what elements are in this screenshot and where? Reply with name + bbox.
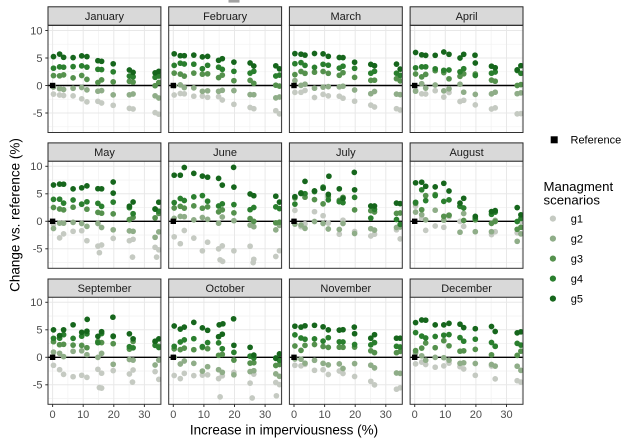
svg-text:scenarios: scenarios (544, 192, 601, 207)
svg-text:-5: -5 (33, 108, 43, 120)
svg-text:10: 10 (77, 409, 89, 421)
svg-text:April: April (456, 11, 478, 23)
svg-text:g1: g1 (571, 214, 583, 226)
svg-text:Reference: Reference (571, 135, 622, 147)
svg-text:5: 5 (36, 325, 42, 337)
svg-text:September: September (78, 283, 132, 295)
svg-text:November: November (320, 283, 371, 295)
svg-text:10: 10 (30, 297, 42, 309)
svg-text:30: 30 (500, 409, 512, 421)
svg-text:20: 20 (228, 409, 240, 421)
svg-text:August: August (449, 147, 483, 159)
svg-text:30: 30 (138, 409, 150, 421)
svg-text:-5: -5 (33, 244, 43, 256)
svg-text:10: 10 (318, 409, 330, 421)
svg-text:5: 5 (36, 53, 42, 65)
svg-text:June: June (213, 147, 237, 159)
svg-text:30: 30 (259, 409, 271, 421)
svg-text:10: 10 (198, 409, 210, 421)
svg-text:Increase in imperviousness (%): Increase in imperviousness (%) (190, 423, 378, 438)
svg-text:0: 0 (50, 409, 56, 421)
svg-text:0: 0 (170, 409, 176, 421)
svg-text:5: 5 (36, 189, 42, 201)
svg-text:0: 0 (36, 216, 42, 228)
svg-text:20: 20 (470, 409, 482, 421)
svg-text:Change vs. reference (%): Change vs. reference (%) (8, 138, 23, 292)
svg-text:May: May (94, 147, 115, 159)
svg-text:30: 30 (380, 409, 392, 421)
svg-text:February: February (203, 11, 248, 23)
svg-text:10: 10 (30, 25, 42, 37)
svg-text:October: October (206, 283, 245, 295)
svg-text:g5: g5 (571, 294, 583, 306)
svg-text:0: 0 (412, 409, 418, 421)
svg-text:0: 0 (291, 409, 297, 421)
svg-text:0: 0 (36, 352, 42, 364)
svg-text:20: 20 (108, 409, 120, 421)
svg-text:0: 0 (36, 80, 42, 92)
svg-text:g3: g3 (571, 254, 583, 266)
svg-text:December: December (441, 283, 492, 295)
svg-text:January: January (85, 11, 125, 23)
svg-text:10: 10 (30, 161, 42, 173)
svg-text:-5: -5 (33, 380, 43, 392)
svg-text:July: July (336, 147, 356, 159)
svg-text:20: 20 (349, 409, 361, 421)
svg-text:March: March (331, 11, 362, 23)
svg-text:g4: g4 (571, 274, 583, 286)
svg-text:g2: g2 (571, 234, 583, 246)
svg-text:Managment: Managment (544, 179, 614, 194)
svg-text:10: 10 (439, 409, 451, 421)
